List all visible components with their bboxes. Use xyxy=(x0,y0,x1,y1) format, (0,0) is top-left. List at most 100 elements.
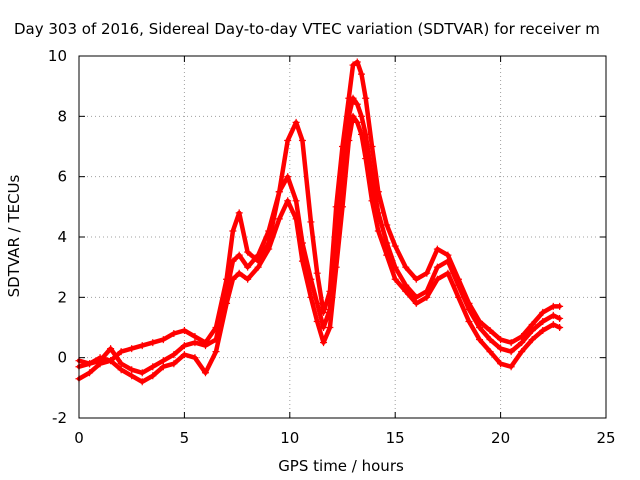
data-point-marker xyxy=(254,251,262,259)
data-point-marker xyxy=(345,136,353,144)
data-point-marker xyxy=(149,339,157,347)
data-point-marker xyxy=(497,336,505,344)
data-point-marker xyxy=(159,336,167,344)
data-point-marker xyxy=(244,275,252,283)
data-point-marker xyxy=(465,317,473,325)
data-point-marker xyxy=(374,227,382,235)
data-point-marker xyxy=(497,345,505,353)
data-point-marker xyxy=(549,320,557,328)
data-point-marker xyxy=(170,330,178,338)
data-point-marker xyxy=(332,263,340,271)
y-tick-label: 0 xyxy=(57,349,67,367)
data-point-marker xyxy=(556,324,564,331)
data-point-marker xyxy=(307,293,315,301)
data-point-marker xyxy=(117,360,125,368)
data-point-marker xyxy=(539,327,547,335)
data-point-marker xyxy=(444,269,452,277)
data-point-marker xyxy=(402,263,410,271)
data-point-marker xyxy=(86,369,94,377)
data-point-marker xyxy=(223,299,231,307)
data-point-marker xyxy=(229,257,237,265)
data-point-marker xyxy=(117,348,125,356)
markers-track-c xyxy=(75,112,564,386)
y-tick-label: -2 xyxy=(52,409,67,427)
data-point-marker xyxy=(362,155,370,163)
data-point-marker xyxy=(326,324,334,331)
data-point-marker xyxy=(357,70,365,78)
data-point-marker xyxy=(454,281,462,289)
data-point-marker xyxy=(307,218,315,226)
data-point-marker xyxy=(391,242,399,250)
data-point-marker xyxy=(159,363,167,371)
data-series-layer xyxy=(75,58,564,386)
data-point-marker xyxy=(265,227,273,235)
y-tick-label: 10 xyxy=(48,47,67,65)
data-point-marker xyxy=(528,320,536,328)
data-point-marker xyxy=(284,173,292,181)
data-point-marker xyxy=(412,275,420,283)
data-point-marker xyxy=(320,339,328,347)
data-point-marker xyxy=(235,251,243,259)
data-point-marker xyxy=(313,299,321,307)
data-point-marker xyxy=(107,357,115,365)
data-point-marker xyxy=(313,317,321,325)
data-point-marker xyxy=(229,227,237,235)
x-tick-label: 20 xyxy=(491,429,510,447)
data-point-marker xyxy=(212,348,220,356)
data-point-marker xyxy=(433,275,441,283)
data-point-marker xyxy=(357,130,365,138)
data-point-marker xyxy=(235,209,243,217)
data-point-marker xyxy=(383,221,391,229)
data-point-marker xyxy=(96,360,104,368)
data-point-marker xyxy=(465,305,473,313)
data-point-marker xyxy=(128,366,136,374)
data-point-marker xyxy=(518,339,526,347)
data-point-marker xyxy=(138,342,146,350)
data-point-marker xyxy=(229,275,237,283)
data-point-marker xyxy=(201,342,209,350)
data-point-marker xyxy=(528,336,536,344)
x-tick-label: 5 xyxy=(180,429,190,447)
data-point-marker xyxy=(349,112,357,120)
data-point-marker xyxy=(107,345,115,353)
data-point-marker xyxy=(244,248,252,256)
y-tick-label: 4 xyxy=(57,228,67,246)
data-point-marker xyxy=(349,61,357,69)
x-tick-label: 10 xyxy=(280,429,299,447)
data-point-marker xyxy=(507,348,515,356)
y-tick-label: 8 xyxy=(57,107,67,125)
data-point-marker xyxy=(275,215,283,223)
data-point-marker xyxy=(486,336,494,344)
data-point-marker xyxy=(292,197,300,205)
data-point-marker xyxy=(339,203,346,211)
data-point-marker xyxy=(128,372,136,380)
x-axis-label: GPS time / hours xyxy=(278,457,404,475)
data-point-marker xyxy=(444,257,452,265)
data-point-marker xyxy=(191,339,199,347)
data-point-marker xyxy=(180,327,188,335)
data-point-marker xyxy=(254,263,262,271)
data-point-marker xyxy=(149,363,157,371)
data-point-marker xyxy=(149,372,157,380)
data-point-marker xyxy=(117,366,125,374)
data-point-marker xyxy=(486,348,494,356)
chart-title: Day 303 of 2016, Sidereal Day-to-day VTE… xyxy=(14,20,600,38)
data-point-marker xyxy=(284,197,292,205)
data-point-marker xyxy=(486,327,494,335)
data-point-marker xyxy=(313,269,321,277)
data-point-marker xyxy=(476,336,484,344)
data-point-marker xyxy=(528,327,536,335)
data-point-marker xyxy=(357,112,365,120)
data-point-marker xyxy=(433,263,441,271)
data-point-marker xyxy=(349,94,357,102)
data-point-marker xyxy=(284,136,292,144)
data-point-marker xyxy=(433,245,441,253)
data-point-marker xyxy=(444,251,452,259)
data-point-marker xyxy=(497,360,505,368)
data-point-marker xyxy=(138,369,146,377)
grid-lines xyxy=(79,56,606,418)
y-axis-label: SDTVAR / TECUs xyxy=(5,174,23,297)
data-point-marker xyxy=(507,363,515,371)
data-point-marker xyxy=(180,351,188,359)
data-point-marker xyxy=(556,314,564,322)
